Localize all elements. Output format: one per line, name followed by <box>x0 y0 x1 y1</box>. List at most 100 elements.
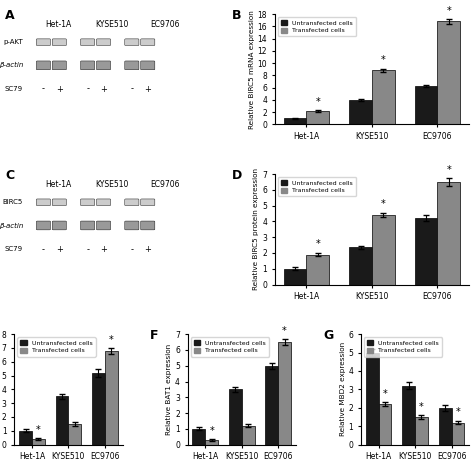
FancyBboxPatch shape <box>36 61 51 70</box>
Bar <box>55 396 68 445</box>
Text: *: * <box>456 407 460 417</box>
FancyBboxPatch shape <box>125 39 139 45</box>
Text: -: - <box>42 85 45 94</box>
Bar <box>105 351 118 445</box>
Text: SC79: SC79 <box>5 246 23 252</box>
Text: *: * <box>316 97 320 107</box>
Text: BIRC5: BIRC5 <box>3 199 23 205</box>
Text: A: A <box>5 8 15 22</box>
Text: B: B <box>232 8 241 22</box>
Bar <box>439 408 452 445</box>
FancyBboxPatch shape <box>81 61 95 70</box>
Legend: Untransfected cells, Transfected cells: Untransfected cells, Transfected cells <box>18 337 96 357</box>
Text: β-actin: β-actin <box>0 62 23 68</box>
Bar <box>32 439 45 445</box>
Y-axis label: Relative BAT1 expression: Relative BAT1 expression <box>166 344 172 435</box>
Bar <box>372 71 395 124</box>
Bar <box>68 424 81 445</box>
Text: +: + <box>100 245 107 254</box>
Text: *: * <box>209 426 214 436</box>
FancyBboxPatch shape <box>81 199 95 205</box>
Bar <box>205 440 218 445</box>
Bar <box>366 352 379 445</box>
Text: Het-1A: Het-1A <box>46 20 72 29</box>
Bar <box>415 86 438 124</box>
Text: *: * <box>383 389 387 399</box>
Text: -: - <box>86 245 89 254</box>
Text: F: F <box>150 329 158 342</box>
FancyBboxPatch shape <box>81 39 95 45</box>
Legend: Untransfected cells, Transfected cells: Untransfected cells, Transfected cells <box>278 17 356 37</box>
Text: D: D <box>232 168 242 182</box>
FancyBboxPatch shape <box>36 199 51 205</box>
Y-axis label: Relative BIRC5 protein expression: Relative BIRC5 protein expression <box>254 168 259 290</box>
Text: +: + <box>144 85 151 94</box>
Text: +: + <box>100 85 107 94</box>
Text: +: + <box>56 85 63 94</box>
Bar <box>192 429 205 445</box>
Text: *: * <box>447 6 451 15</box>
Text: KYSE510: KYSE510 <box>95 180 128 189</box>
Text: *: * <box>381 199 386 210</box>
FancyBboxPatch shape <box>97 39 110 45</box>
Legend: Untransfected cells, Transfected cells: Untransfected cells, Transfected cells <box>278 177 356 197</box>
FancyBboxPatch shape <box>52 199 66 205</box>
Text: *: * <box>381 55 386 66</box>
FancyBboxPatch shape <box>97 199 110 205</box>
FancyBboxPatch shape <box>81 221 95 230</box>
Text: *: * <box>109 335 114 345</box>
Text: *: * <box>316 239 320 249</box>
Bar <box>415 218 438 285</box>
Text: *: * <box>282 326 287 336</box>
FancyBboxPatch shape <box>141 221 155 230</box>
Text: EC9706: EC9706 <box>150 180 179 189</box>
Text: +: + <box>144 245 151 254</box>
FancyBboxPatch shape <box>125 221 139 230</box>
Text: EC9706: EC9706 <box>150 20 179 29</box>
Bar <box>452 423 465 445</box>
FancyBboxPatch shape <box>52 61 66 70</box>
Text: G: G <box>323 329 333 342</box>
Text: -: - <box>130 245 133 254</box>
Bar <box>438 22 460 124</box>
Bar <box>307 111 329 124</box>
FancyBboxPatch shape <box>97 221 110 230</box>
Bar <box>278 342 291 445</box>
Bar <box>349 248 372 285</box>
Text: Het-1A: Het-1A <box>46 180 72 189</box>
Bar <box>349 100 372 124</box>
Bar <box>283 269 307 285</box>
FancyBboxPatch shape <box>141 39 155 45</box>
Text: *: * <box>36 425 41 435</box>
Bar <box>379 404 392 445</box>
Text: KYSE510: KYSE510 <box>95 20 128 29</box>
Text: β-actin: β-actin <box>0 222 23 228</box>
Bar <box>402 386 415 445</box>
Y-axis label: Relative BIRC5 mRNA expression: Relative BIRC5 mRNA expression <box>249 10 255 129</box>
Bar <box>92 373 105 445</box>
Text: *: * <box>447 165 451 175</box>
Bar <box>265 366 278 445</box>
Y-axis label: Relative MBD2 expression: Relative MBD2 expression <box>340 342 346 437</box>
Legend: Untransfected cells, Transfected cells: Untransfected cells, Transfected cells <box>364 337 442 357</box>
Bar <box>229 389 242 445</box>
FancyBboxPatch shape <box>141 61 155 70</box>
Text: SC79: SC79 <box>5 86 23 92</box>
FancyBboxPatch shape <box>125 199 139 205</box>
Bar <box>307 255 329 285</box>
Bar <box>415 417 428 445</box>
Text: -: - <box>86 85 89 94</box>
FancyBboxPatch shape <box>125 61 139 70</box>
Text: -: - <box>130 85 133 94</box>
Text: C: C <box>5 168 15 182</box>
Bar <box>19 431 32 445</box>
Text: +: + <box>56 245 63 254</box>
Text: -: - <box>42 245 45 254</box>
FancyBboxPatch shape <box>141 199 155 205</box>
Bar <box>242 426 255 445</box>
FancyBboxPatch shape <box>97 61 110 70</box>
Text: p-AKT: p-AKT <box>3 39 23 45</box>
Bar <box>372 215 395 285</box>
FancyBboxPatch shape <box>36 221 51 230</box>
Bar <box>438 182 460 285</box>
